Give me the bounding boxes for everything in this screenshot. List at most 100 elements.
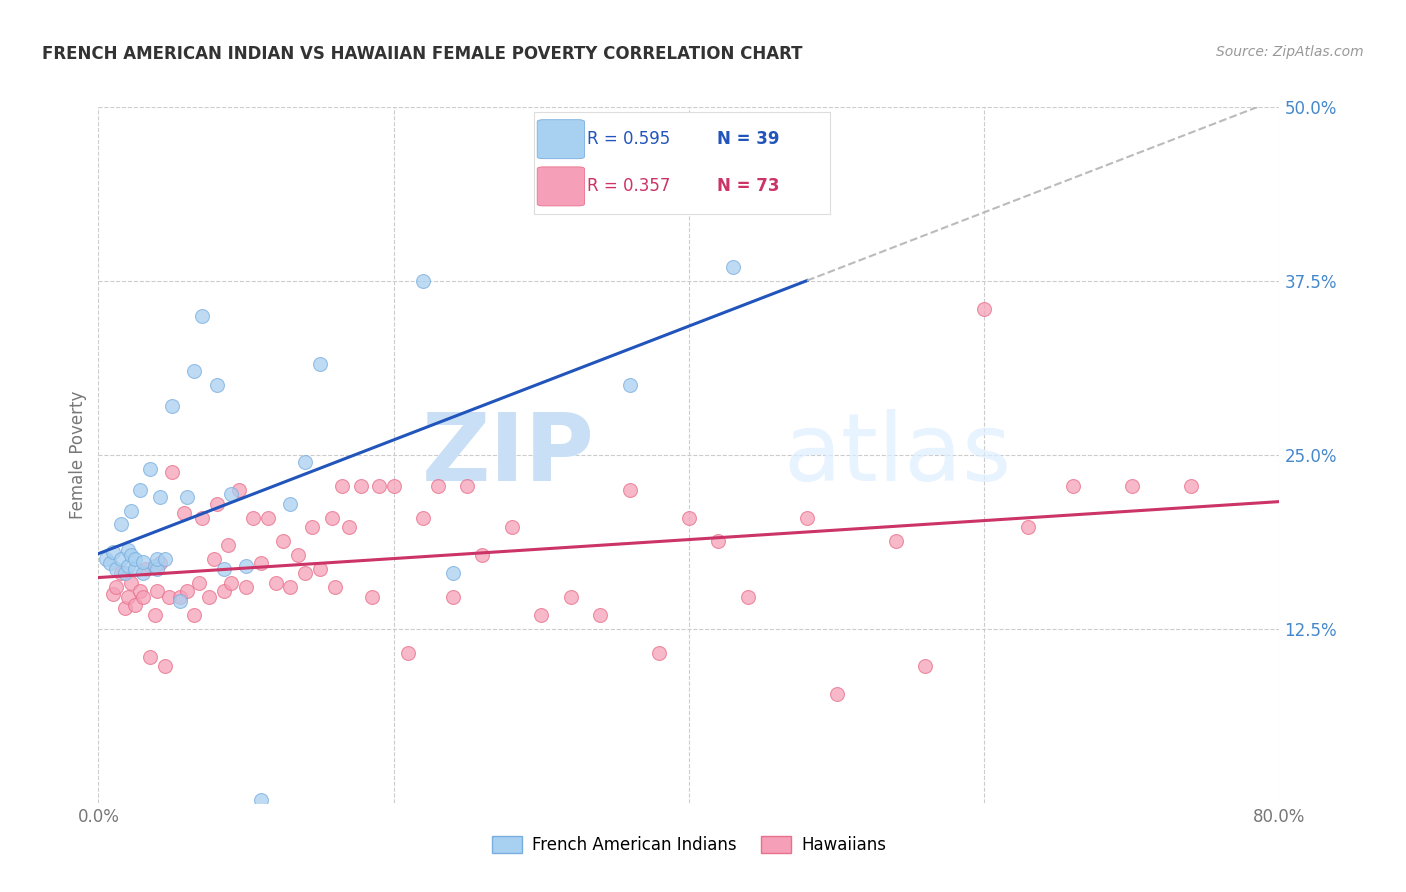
Point: [530, 607, 553, 622]
Point: [139, 462, 162, 476]
Point: [149, 557, 172, 571]
Point: [321, 510, 343, 524]
Point: [110, 517, 132, 532]
Point: [398, 646, 420, 660]
Point: [360, 590, 382, 604]
Point: [117, 559, 139, 574]
Point: [217, 538, 239, 552]
Point: [139, 649, 162, 664]
Text: Source: ZipAtlas.com: Source: ZipAtlas.com: [1216, 45, 1364, 59]
Point: [117, 542, 139, 557]
Point: [153, 552, 176, 566]
Point: [884, 534, 907, 549]
Point: [143, 559, 166, 574]
Point: [176, 584, 198, 599]
Point: [191, 309, 214, 323]
Point: [105, 580, 128, 594]
Point: [128, 483, 150, 497]
Point: [973, 301, 995, 316]
Point: [162, 465, 183, 479]
Point: [280, 497, 302, 511]
Point: [117, 590, 139, 604]
FancyBboxPatch shape: [537, 120, 585, 159]
Point: [242, 510, 264, 524]
Point: [264, 576, 287, 591]
Point: [146, 562, 169, 576]
Point: [471, 548, 494, 562]
Point: [235, 559, 257, 574]
Point: [169, 590, 191, 604]
Point: [124, 562, 146, 576]
Point: [501, 520, 523, 534]
Point: [250, 557, 273, 571]
Point: [339, 520, 361, 534]
Point: [183, 607, 205, 622]
Point: [825, 687, 848, 701]
Legend: French American Indians, Hawaiians: French American Indians, Hawaiians: [485, 829, 893, 861]
Point: [914, 659, 936, 673]
Point: [132, 590, 155, 604]
Point: [176, 490, 198, 504]
Point: [132, 555, 155, 569]
Point: [124, 598, 146, 612]
Point: [330, 478, 353, 492]
Point: [235, 580, 257, 594]
Point: [441, 566, 464, 581]
Point: [132, 566, 155, 581]
Point: [187, 576, 209, 591]
Point: [287, 548, 309, 562]
Point: [1062, 478, 1084, 492]
Point: [169, 594, 191, 608]
Y-axis label: Female Poverty: Female Poverty: [69, 391, 87, 519]
Point: [1180, 478, 1202, 492]
Point: [350, 478, 373, 492]
Point: [560, 590, 582, 604]
Point: [98, 557, 121, 571]
Point: [120, 576, 142, 591]
Point: [205, 378, 228, 392]
Point: [723, 260, 745, 274]
Point: [191, 510, 214, 524]
Point: [294, 566, 316, 581]
Point: [737, 590, 759, 604]
Point: [228, 483, 250, 497]
Point: [120, 548, 142, 562]
Text: R = 0.357: R = 0.357: [588, 178, 671, 195]
Point: [103, 587, 125, 601]
Point: [796, 510, 818, 524]
Point: [294, 455, 316, 469]
Point: [1121, 478, 1143, 492]
Point: [368, 478, 391, 492]
Point: [1018, 520, 1040, 534]
Point: [412, 274, 434, 288]
Point: [271, 534, 294, 549]
Point: [146, 584, 169, 599]
Point: [301, 520, 323, 534]
Point: [173, 507, 195, 521]
Point: [427, 478, 450, 492]
Point: [146, 552, 169, 566]
Point: [205, 497, 228, 511]
Point: [120, 503, 142, 517]
Point: [221, 487, 243, 501]
Text: R = 0.595: R = 0.595: [588, 130, 671, 148]
Point: [309, 358, 332, 372]
Text: N = 73: N = 73: [717, 178, 780, 195]
Point: [257, 510, 280, 524]
Text: ZIP: ZIP: [422, 409, 595, 501]
Point: [212, 584, 235, 599]
Point: [382, 478, 405, 492]
Point: [441, 590, 464, 604]
Point: [648, 646, 671, 660]
Point: [589, 607, 612, 622]
Point: [457, 478, 479, 492]
Point: [149, 490, 172, 504]
Point: [202, 552, 225, 566]
Point: [114, 601, 136, 615]
Point: [619, 483, 641, 497]
Point: [94, 552, 117, 566]
Point: [153, 659, 176, 673]
Point: [412, 510, 434, 524]
Text: atlas: atlas: [783, 409, 1012, 501]
Point: [250, 793, 273, 807]
